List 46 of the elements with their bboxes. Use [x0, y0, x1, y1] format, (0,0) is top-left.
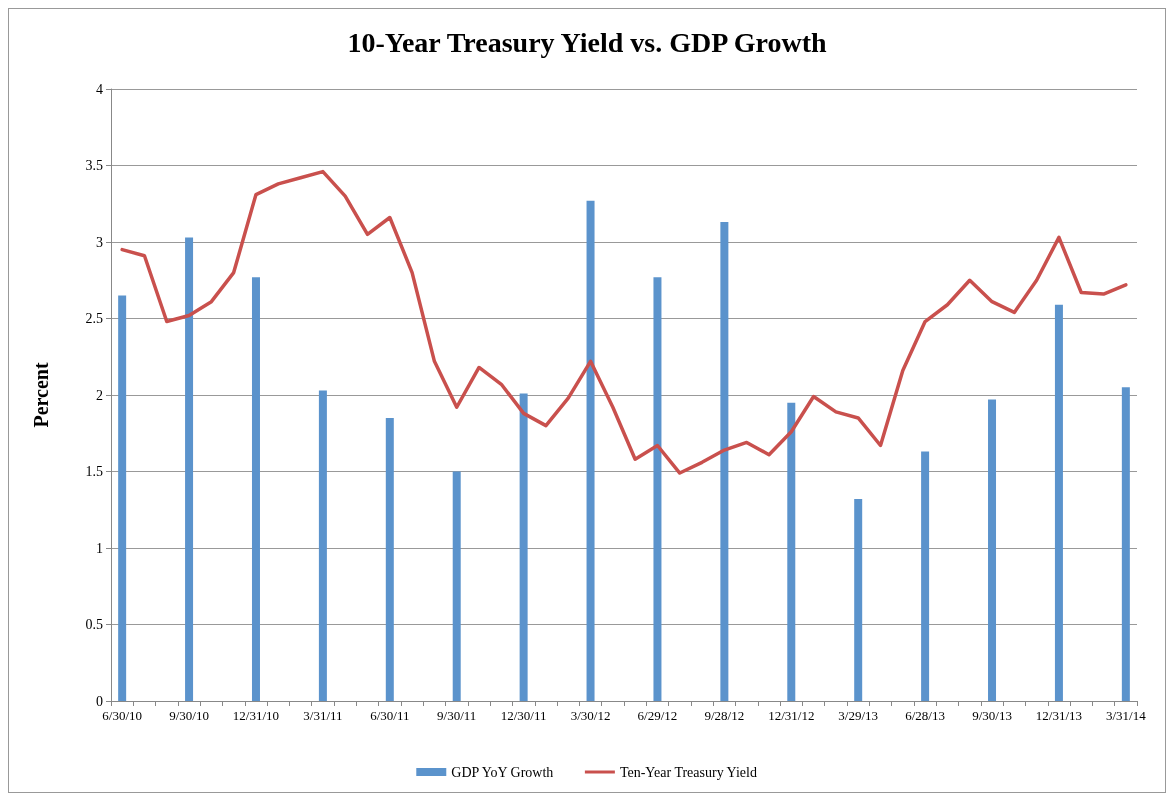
- bar: [251, 277, 260, 701]
- bar: [653, 277, 662, 701]
- x-tick-label: 9/30/11: [437, 708, 477, 723]
- x-tick-label: 12/30/11: [500, 708, 547, 723]
- bar: [787, 402, 796, 701]
- x-tick-label: 9/30/10: [169, 708, 209, 723]
- line-series: [120, 169, 1128, 475]
- y-tick-label: 0.5: [85, 617, 103, 632]
- x-tick-label: 3/31/11: [303, 708, 343, 723]
- x-tick-label: 3/31/14: [1105, 708, 1147, 723]
- y-tick-label: 3.5: [85, 158, 103, 173]
- y-tick-label: 1.5: [85, 464, 103, 479]
- x-tick-label: 9/30/13: [972, 708, 1012, 723]
- x-tick-label: 3/29/13: [838, 708, 879, 723]
- bar: [519, 393, 528, 701]
- y-tick-label: 2.5: [85, 311, 103, 326]
- bar: [586, 200, 595, 701]
- y-tick-label: 0: [96, 693, 103, 709]
- bar: [854, 499, 863, 701]
- y-axis-title: Percent: [30, 362, 52, 428]
- bar: [185, 237, 194, 701]
- bar: [720, 222, 729, 701]
- legend-label: GDP YoY Growth: [451, 764, 554, 780]
- y-tick-label: 2: [96, 387, 103, 403]
- y-tick-label: 4: [96, 81, 103, 97]
- x-tick-label: 6/29/12: [637, 708, 678, 723]
- bar: [385, 417, 394, 701]
- bar: [318, 390, 327, 701]
- bar: [118, 295, 127, 701]
- x-tick-label: 9/28/12: [704, 708, 745, 723]
- y-tick-label: 1: [96, 540, 103, 556]
- x-tick-label: 12/31/13: [1035, 708, 1083, 723]
- bar: [1054, 304, 1063, 701]
- bar: [988, 399, 997, 701]
- x-tick-label: 3/30/12: [570, 708, 611, 723]
- y-tick-label: 3: [96, 234, 103, 250]
- legend-label: Ten-Year Treasury Yield: [619, 764, 757, 780]
- bar: [452, 471, 461, 701]
- chart-title: 10-Year Treasury Yield vs. GDP Growth: [347, 26, 827, 58]
- bar: [1121, 387, 1130, 701]
- x-tick-label: 6/30/11: [370, 708, 410, 723]
- bar: [921, 451, 930, 701]
- x-tick-label: 12/31/10: [232, 708, 280, 723]
- x-tick-label: 12/31/12: [768, 708, 815, 723]
- x-tick-label: 6/28/13: [905, 708, 945, 723]
- x-tick-label: 6/30/10: [102, 708, 143, 723]
